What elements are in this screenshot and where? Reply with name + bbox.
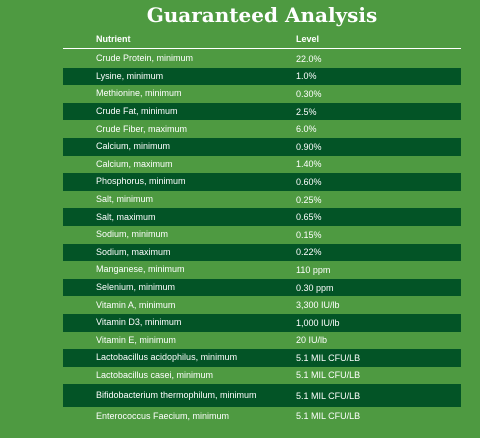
table-row: Phosphorus, minimum 0.60%: [63, 173, 461, 191]
header-nutrient: Nutrient: [96, 33, 131, 44]
table-row: Manganese, minimum 110 ppm: [63, 261, 461, 279]
guaranteed-analysis-table: Nutrient Level Crude Protein, minimum 22.…: [63, 30, 461, 425]
nutrient-cell: Calcium, minimum: [96, 141, 171, 152]
nutrient-cell: Enterococcus Faecium, minimum: [96, 410, 230, 421]
table-row: Vitamin E, minimum 20 IU/lb: [63, 332, 461, 350]
table-row: Lactobacillus acidophilus, minimum 5.1 MI…: [63, 349, 461, 367]
table-row: Vitamin A, minimum 3,300 IU/lb: [63, 296, 461, 314]
nutrient-cell: Bifidobacterium thermophilum, minimum: [96, 390, 257, 401]
level-cell: 0.60%: [296, 176, 322, 187]
nutrient-cell: Crude Fiber, maximum: [96, 123, 188, 134]
table-row: Methionine, minimum 0.30%: [63, 85, 461, 103]
nutrient-cell: Vitamin D3, minimum: [96, 317, 182, 328]
level-cell: 110 ppm: [296, 264, 331, 275]
level-cell: 5.1 MIL CFU/LB: [296, 370, 361, 381]
nutrient-cell: Phosphorus, minimum: [96, 176, 186, 187]
table-row: Enterococcus Faecium, minimum 5.1 MIL CFU…: [63, 407, 461, 425]
nutrient-cell: Sodium, maximum: [96, 246, 171, 257]
level-cell: 0.25%: [296, 194, 322, 205]
table-row: Crude Protein, minimum 22.0%: [63, 50, 461, 68]
table-row: Selenium, minimum 0.30 ppm: [63, 278, 461, 297]
nutrient-cell: Lysine, minimum: [96, 70, 164, 81]
table-row: Crude Fat, minimum 2.5%: [63, 102, 461, 121]
level-cell: 5.1 MIL CFU/LB: [296, 390, 361, 401]
table-row: Lactobacillus casei, minimum 5.1 MIL CFU/…: [63, 367, 461, 385]
page-title: Guaranteed Analysis: [146, 3, 378, 27]
table-row: Crude Fiber, maximum 6.0%: [63, 120, 461, 138]
level-cell: 5.1 MIL CFU/LB: [296, 352, 361, 363]
nutrient-cell: Sodium, minimum: [96, 229, 169, 240]
nutrient-cell: Crude Fat, minimum: [96, 106, 178, 117]
level-cell: 6.0%: [296, 124, 317, 135]
table-row: Vitamin D3, minimum 1,000 IU/lb: [63, 313, 461, 332]
level-cell: 20 IU/lb: [296, 335, 328, 346]
table-row: Bifidobacterium thermophilum, minimum 5.1…: [63, 384, 461, 408]
header-level: Level: [296, 34, 320, 44]
nutrient-cell: Salt, minimum: [96, 194, 154, 205]
table-row: Sodium, maximum 0.22%: [63, 243, 461, 262]
level-cell: 22.0%: [296, 53, 322, 64]
nutrient-cell: Selenium, minimum: [96, 282, 176, 293]
nutrient-cell: Vitamin E, minimum: [96, 334, 176, 345]
level-cell: 2.5%: [296, 106, 317, 117]
table-row: Lysine, minimum 1.0%: [63, 67, 461, 86]
table-body: Crude Protein, minimum 22.0% Lysine, minim…: [63, 50, 461, 425]
nutrient-cell: Crude Protein, minimum: [96, 53, 194, 64]
nutrient-cell: Methionine, minimum: [96, 88, 182, 99]
table-row: Salt, minimum 0.25%: [63, 191, 461, 209]
level-cell: 3,300 IU/lb: [296, 300, 340, 311]
table-row: Salt, maximum 0.65%: [63, 208, 461, 226]
nutrient-cell: Lactobacillus acidophilus, minimum: [96, 352, 238, 363]
level-cell: 0.30%: [296, 88, 322, 99]
nutrient-cell: Lactobacillus casei, minimum: [96, 369, 214, 380]
level-cell: 0.90%: [296, 141, 322, 152]
nutrient-cell: Salt, maximum: [96, 211, 156, 222]
level-cell: 0.15%: [296, 229, 322, 240]
level-cell: 0.30 ppm: [296, 282, 334, 293]
level-cell: 1,000 IU/lb: [296, 317, 340, 328]
level-cell: 1.0%: [296, 71, 317, 82]
table-row: Calcium, maximum 1.40%: [63, 156, 461, 174]
nutrient-cell: Vitamin A, minimum: [96, 299, 176, 310]
level-cell: 0.65%: [296, 212, 322, 223]
table-row: Sodium, minimum 0.15%: [63, 226, 461, 244]
table-row: Calcium, minimum 0.90%: [63, 137, 461, 156]
nutrient-cell: Manganese, minimum: [96, 264, 185, 275]
level-cell: 1.40%: [296, 159, 322, 170]
level-cell: 5.1 MIL CFU/LB: [296, 411, 361, 422]
table-header-row: Nutrient Level: [63, 30, 461, 49]
nutrient-cell: Calcium, maximum: [96, 158, 173, 169]
level-cell: 0.22%: [296, 247, 322, 258]
